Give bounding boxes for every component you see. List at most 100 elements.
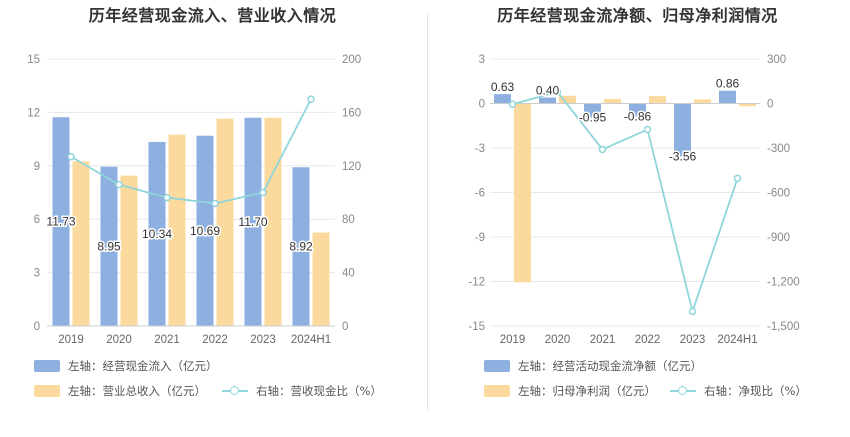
legend-label: 右轴：营收现金比（%） [256, 384, 382, 398]
bar-data-label: -3.56 [669, 149, 697, 163]
bar-secondary [604, 98, 621, 104]
left-axis-tick-label: 3 [34, 268, 40, 280]
legend-label: 左轴：经营活动现金流净额（亿元） [518, 359, 702, 373]
right-axis-tick-label: -1,500 [767, 321, 800, 333]
ratio-line-point [733, 174, 742, 183]
legend-swatch [34, 385, 60, 397]
x-axis-tick-label: 2022 [635, 334, 661, 346]
bar-primary [674, 103, 691, 157]
left-axis-tick-label: -3 [475, 143, 485, 155]
panel-divider [427, 14, 428, 410]
x-axis-tick-label: 2022 [202, 334, 228, 346]
chart-title: 历年经营现金流净额、归母净利润情况 [497, 6, 778, 25]
bar-secondary [216, 118, 234, 326]
left-axis-tick-label: -9 [475, 232, 485, 244]
bar-data-label: 0.86 [716, 77, 740, 91]
bar-data-label: 10.69 [190, 224, 220, 238]
bar-primary [292, 167, 310, 326]
left-axis-tick-label: 0 [479, 99, 485, 111]
legend-label: 左轴：归母净利润（亿元） [518, 384, 656, 398]
net-cashflow-profit-chart: -15 -12 -9 -6 -3 0 3 -1,500 -1,200 -900 -600 -300 0 3… [468, 54, 800, 346]
left-axis-tick-label: 15 [27, 54, 40, 66]
right-axis-tick-label: 40 [342, 268, 355, 280]
legend-label: 左轴：经营现金流入（亿元） [68, 359, 218, 373]
left-chart-panel: 历年经营现金流入、营业收入情况 0 3 6 9 12 15 0 40 80 120 160 200 20… [27, 6, 382, 399]
bar-primary [494, 94, 511, 104]
right-axis-tick-label: 300 [767, 54, 786, 66]
x-axis-tick-label: 2024H1 [291, 334, 331, 346]
x-axis-tick-label: 2024H1 [717, 334, 757, 346]
legend-swatch [34, 360, 60, 372]
left-axis-tick-label: 3 [479, 54, 485, 66]
ratio-line-point [553, 88, 562, 96]
legend-item-revenue[interactable]: 左轴：营业总收入（亿元） [34, 383, 206, 399]
legend-swatch [484, 385, 510, 397]
right-axis-tick-label: 0 [767, 99, 773, 111]
x-axis-tick-label: 2019 [58, 334, 84, 346]
bar-data-label: 0.63 [491, 80, 515, 94]
bar-secondary [559, 95, 576, 104]
ratio-line-point [307, 95, 315, 103]
legend-item-cash-revenue-ratio[interactable]: 右轴：营收现金比（%） [222, 383, 382, 399]
x-axis-tick-label: 2023 [680, 334, 706, 346]
bar-data-label: 11.73 [46, 215, 75, 229]
bar-secondary [168, 134, 186, 326]
bar-primary [196, 135, 214, 326]
cash-inflow-revenue-chart: 0 3 6 9 12 15 0 40 80 120 160 200 2019 2020 2021 2022 20… [27, 54, 361, 346]
bar-primary [148, 141, 166, 326]
left-axis-tick-label: 6 [34, 214, 40, 226]
legend-swatch [484, 360, 510, 372]
x-axis-tick-label: 2021 [154, 334, 180, 346]
right-axis-tick-label: 0 [342, 321, 348, 333]
left-axis-tick-label: 12 [27, 107, 40, 119]
legend-line-marker [222, 385, 248, 397]
right-axis-tick-label: 160 [342, 107, 361, 119]
right-axis-tick-label: -1,200 [767, 277, 800, 289]
right-axis-tick-label: -600 [767, 188, 790, 200]
legend-item-net-profit[interactable]: 左轴：归母净利润（亿元） [484, 383, 656, 399]
legend-item-cash-inflow[interactable]: 左轴：经营现金流入（亿元） [34, 358, 218, 374]
ratio-line-point [688, 307, 697, 316]
x-axis-tick-label: 2020 [106, 334, 132, 346]
x-axis-tick-label: 2020 [545, 334, 571, 346]
bar-secondary [264, 117, 282, 327]
bar-primary [719, 90, 736, 104]
ratio-line-point [163, 193, 171, 202]
bar-primary [539, 97, 556, 104]
legend-item-net-cashflow[interactable]: 左轴：经营活动现金流净额（亿元） [484, 358, 702, 374]
ratio-line-point [259, 188, 267, 197]
right-axis-tick-label: -300 [767, 143, 790, 155]
left-axis-tick-label: 0 [34, 321, 40, 333]
right-axis-tick-label: 200 [342, 54, 361, 66]
chart-title: 历年经营现金流入、营业收入情况 [88, 6, 337, 25]
right-chart-panel: 历年经营现金流净额、归母净利润情况 -15 -12 -9 -6 -3 0 3 -1,500 -1… [425, 0, 850, 437]
x-axis-tick-label: 2019 [500, 334, 526, 346]
ratio-line [70, 98, 312, 205]
ratio-line-point [643, 125, 652, 134]
right-axis-tick-label: 80 [342, 214, 355, 226]
bar-primary [100, 166, 118, 326]
left-axis-tick-label: 9 [34, 161, 40, 173]
x-axis-tick-label: 2021 [590, 334, 616, 346]
x-axis-tick-label: 2023 [250, 334, 276, 346]
ratio-line-point [115, 180, 123, 189]
left-axis-tick-label: -6 [475, 188, 485, 200]
right-axis-tick-label: -900 [767, 232, 790, 244]
bar-data-label: 10.34 [142, 227, 172, 241]
legend-label: 右轴：净现比（%） [704, 384, 807, 398]
legend-line-marker [670, 385, 696, 397]
legend-label: 左轴：营业总收入（亿元） [68, 384, 206, 398]
bar-data-label: 11.70 [238, 215, 267, 229]
bar-primary [584, 103, 601, 118]
right-axis-tick-label: 120 [342, 161, 361, 173]
bar-secondary [739, 103, 756, 107]
ratio-line-point [211, 199, 219, 208]
ratio-line-point [598, 145, 607, 154]
bar-data-label: -0.86 [624, 109, 652, 123]
bar-data-label: 8.95 [97, 239, 121, 253]
bar-secondary [312, 232, 330, 326]
legend-item-net-cash-ratio[interactable]: 右轴：净现比（%） [670, 383, 807, 399]
bar-primary [244, 117, 262, 327]
left-axis-tick-label: -15 [468, 321, 485, 333]
bar-secondary [514, 103, 531, 283]
